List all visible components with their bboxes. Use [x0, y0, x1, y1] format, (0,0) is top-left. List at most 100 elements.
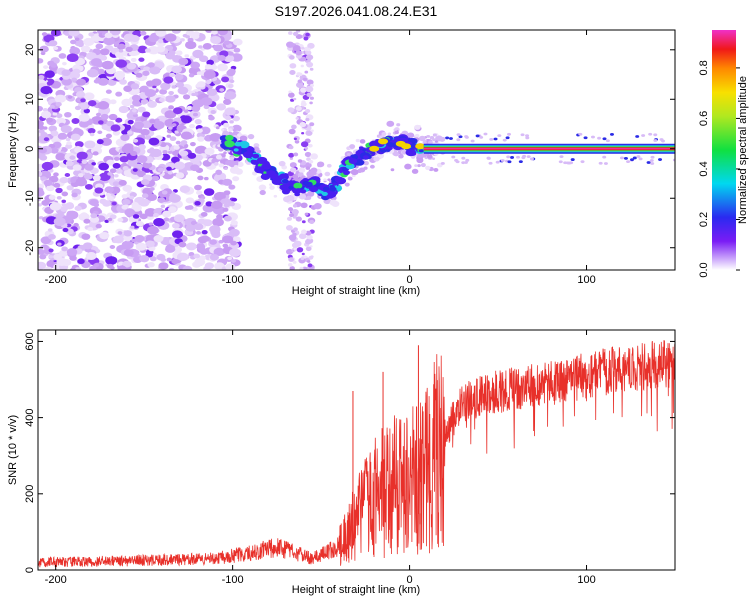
noise-blob: [297, 79, 303, 84]
signal-blob: [278, 173, 289, 181]
noise-blob: [74, 105, 81, 111]
noise-blob: [131, 94, 141, 102]
noise-blob: [327, 178, 331, 181]
noise-blob: [300, 87, 307, 93]
noise-blob: [411, 155, 416, 159]
noise-blob: [115, 91, 123, 97]
noise-blob: [326, 163, 332, 168]
noise-blob: [221, 76, 230, 83]
noise-blob: [147, 225, 159, 235]
noise-blob: [66, 53, 79, 63]
noise-blob: [106, 120, 115, 127]
noise-blob: [411, 168, 419, 174]
noise-blob: [43, 137, 50, 142]
noise-blob: [227, 256, 233, 261]
noise-blob: [229, 120, 234, 124]
noise-blob: [493, 137, 498, 141]
noise-blob: [109, 99, 117, 105]
noise-blob: [167, 170, 173, 175]
noise-blob: [76, 151, 88, 160]
noise-blob: [122, 198, 131, 206]
noise-blob: [95, 112, 102, 117]
noise-blob: [228, 128, 233, 132]
noise-blob: [171, 65, 182, 74]
noise-blob: [39, 254, 47, 260]
noise-blob: [295, 50, 302, 56]
noise-blob: [175, 50, 183, 56]
noise-blob: [140, 179, 150, 186]
noise-blob: [160, 204, 166, 208]
noise-blob: [346, 152, 351, 156]
noise-blob: [98, 162, 110, 171]
noise-blob: [196, 81, 206, 88]
noise-blob: [92, 174, 101, 181]
noise-blob: [602, 137, 607, 141]
noise-blob: [160, 82, 171, 91]
noise-blob: [428, 140, 433, 145]
noise-blob: [149, 66, 161, 75]
noise-blob: [119, 79, 127, 85]
noise-blob: [117, 231, 123, 235]
noise-blob: [153, 218, 165, 227]
noise-blob: [121, 204, 129, 210]
snr-y-label: SNR (10 * v/v): [7, 415, 19, 485]
noise-blob: [293, 97, 297, 101]
noise-blob: [206, 59, 215, 66]
noise-blob: [55, 153, 66, 161]
noise-blob: [198, 45, 203, 49]
signal-blob: [234, 141, 242, 147]
noise-blob: [44, 70, 55, 79]
noise-blob: [124, 208, 136, 217]
colorbar-tick-label: 0.0: [698, 262, 710, 277]
noise-blob: [153, 121, 165, 130]
colorbar-tick-label: 0.6: [698, 111, 710, 126]
spectrogram-plot-area: [38, 30, 675, 270]
noise-blob: [232, 38, 243, 46]
noise-blob: [200, 97, 213, 106]
noise-blob: [173, 161, 186, 170]
noise-blob: [166, 257, 172, 262]
noise-blob: [440, 162, 445, 165]
signal-blob: [302, 180, 309, 186]
noise-blob: [300, 257, 305, 261]
noise-blob: [192, 49, 204, 58]
noise-blob: [194, 119, 202, 125]
noise-blob: [148, 137, 160, 146]
noise-blob: [61, 69, 71, 77]
noise-blob: [123, 249, 134, 257]
noise-blob: [177, 86, 189, 95]
y-tick-label: 0: [24, 146, 36, 152]
noise-blob: [390, 168, 395, 172]
signal-blob: [233, 148, 239, 152]
noise-blob: [288, 263, 293, 267]
noise-blob: [84, 163, 94, 171]
signal-blob: [254, 166, 265, 174]
noise-blob: [217, 30, 228, 36]
signal-blob: [256, 156, 268, 165]
noise-blob: [288, 257, 294, 262]
noise-blob: [49, 104, 55, 109]
noise-blob: [304, 151, 312, 157]
noise-blob: [632, 156, 637, 160]
noise-blob: [56, 195, 62, 200]
noise-blob: [168, 126, 173, 130]
noise-blob: [649, 159, 654, 162]
noise-blob: [525, 134, 530, 137]
noise-blob: [233, 47, 241, 53]
noise-blob: [157, 197, 166, 203]
noise-blob: [305, 166, 311, 170]
noise-blob: [425, 165, 431, 171]
noise-blob: [56, 117, 66, 125]
noise-blob: [185, 197, 195, 204]
noise-blob: [121, 144, 134, 154]
noise-blob: [230, 259, 236, 263]
noise-blob: [135, 242, 147, 251]
noise-blob: [61, 191, 69, 197]
noise-blob: [506, 155, 511, 159]
signal-blob: [225, 134, 234, 141]
noise-blob: [170, 156, 180, 164]
noise-blob: [153, 235, 164, 243]
noise-blob: [47, 228, 53, 232]
noise-blob: [456, 133, 461, 137]
noise-blob: [526, 155, 531, 158]
